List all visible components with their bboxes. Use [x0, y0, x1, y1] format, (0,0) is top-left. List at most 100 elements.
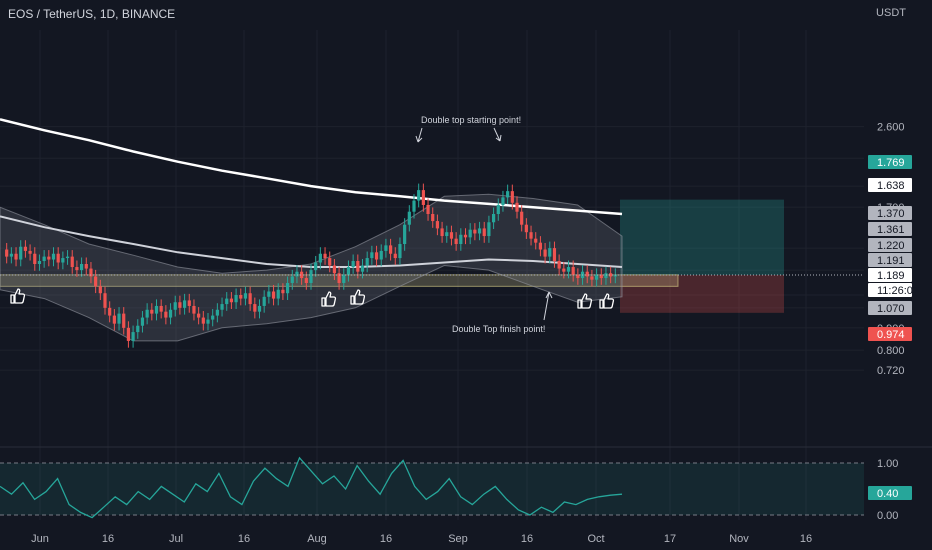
candle [342, 268, 346, 290]
candle [477, 221, 482, 241]
candle [332, 258, 337, 281]
candle-body [154, 305, 159, 314]
candle-body [243, 293, 248, 299]
candle [520, 205, 524, 232]
candle-body [300, 271, 304, 279]
candle [112, 309, 116, 331]
time-tick: Jul [169, 533, 183, 545]
price-label: 1.070 [868, 301, 912, 315]
candle [285, 276, 290, 300]
oscillator-value: 0.40 [877, 488, 898, 500]
candle [257, 299, 262, 319]
candle [206, 313, 210, 331]
candle [384, 238, 388, 258]
candle [201, 311, 205, 331]
candle [379, 244, 383, 267]
candle [370, 245, 374, 265]
candle-body [463, 234, 468, 238]
candle-body [529, 232, 533, 239]
candle-body [421, 190, 425, 205]
candle [51, 247, 56, 267]
time-tick: Jun [31, 533, 49, 545]
candle-body [576, 274, 580, 279]
candle-body [211, 315, 215, 320]
candle [356, 254, 360, 279]
candle [421, 183, 425, 212]
oscillator-tick: 0.00 [877, 510, 898, 522]
candle-body [585, 271, 589, 277]
price-label-text: 1.070 [877, 303, 905, 315]
candle-body [445, 232, 449, 237]
candle-body [89, 268, 93, 277]
candle [136, 319, 140, 339]
candle-body [491, 213, 496, 223]
candle-body [337, 273, 341, 283]
price-label-text: 11:26:07 [877, 285, 919, 297]
price-label: 1.370 [868, 206, 912, 220]
candle-body [103, 293, 107, 308]
candle-body [552, 248, 557, 262]
candle-body [47, 256, 51, 260]
candle [337, 266, 341, 290]
candle [234, 288, 238, 309]
oscillator-value-box [868, 486, 912, 500]
candle-body [98, 286, 102, 294]
candle [140, 311, 145, 333]
candle [267, 284, 271, 304]
candle-body [150, 309, 154, 314]
candle [426, 198, 430, 221]
candle [604, 266, 608, 285]
candle-body [201, 317, 205, 324]
candle-body [318, 253, 322, 263]
candle [351, 254, 355, 274]
candle [543, 242, 547, 264]
price-label-text: 1.189 [877, 270, 905, 282]
candle [417, 183, 421, 208]
candle-body [609, 273, 613, 277]
candle-body [79, 263, 84, 271]
candle-body [140, 317, 145, 326]
candle [548, 241, 552, 264]
candle-body [459, 234, 463, 245]
candle [103, 286, 107, 315]
candle-body [197, 313, 201, 318]
thumbs-up-icon [10, 288, 26, 304]
candle-body [28, 250, 32, 254]
candle-body [403, 224, 407, 245]
candle [412, 194, 416, 219]
candle-body [108, 307, 112, 316]
candle [501, 190, 505, 212]
candle-body [543, 249, 547, 257]
candle [271, 284, 276, 306]
candle-body [594, 274, 599, 280]
candle [524, 218, 528, 239]
candle-body [187, 300, 191, 306]
candle-body [360, 265, 365, 272]
candle [487, 215, 491, 243]
candle [23, 240, 28, 258]
candle-body [604, 273, 608, 279]
candle [557, 254, 561, 276]
candle [159, 299, 163, 319]
candle [14, 247, 18, 267]
time-tick: 16 [380, 533, 392, 545]
candle [211, 309, 215, 327]
long-position-target-zone [620, 199, 784, 275]
candle-body [417, 190, 421, 201]
candle-body [234, 295, 238, 303]
candle-body [42, 256, 46, 262]
candle-body [328, 258, 332, 266]
candle-body [122, 313, 126, 328]
candle [108, 301, 112, 323]
annotation-double-top-start: Double top starting point! [421, 115, 522, 125]
candle-body [304, 278, 308, 283]
candle-body [548, 248, 552, 257]
candle [262, 290, 266, 313]
candle [9, 247, 13, 264]
candle-body [56, 253, 60, 263]
candle [515, 196, 519, 219]
time-tick: Oct [587, 533, 604, 545]
candle [365, 251, 369, 273]
candle-body [309, 270, 313, 283]
candle [445, 225, 449, 243]
